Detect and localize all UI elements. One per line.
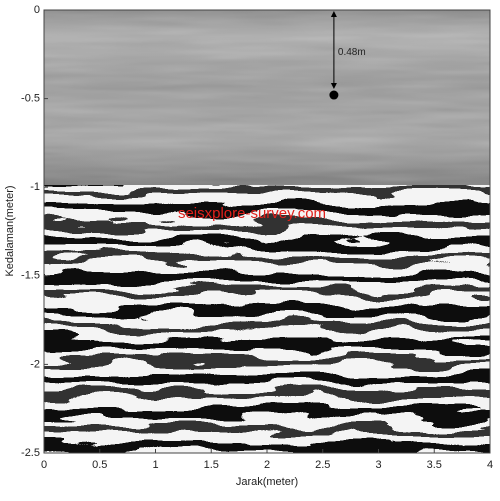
x-tick-label: 2.5 (315, 459, 330, 471)
x-tick-label: 4 (487, 459, 493, 471)
y-tick-label: -1.5 (21, 270, 40, 282)
x-tick-label: 1 (152, 459, 158, 471)
y-axis-label: Kedalaman(meter) (4, 185, 16, 276)
x-tick-label: 3.5 (427, 459, 442, 471)
y-tick-label: -1 (30, 181, 40, 193)
y-tick-label: 0 (34, 4, 40, 16)
x-tick-label: 3 (375, 459, 381, 471)
x-tick-label: 1.5 (204, 459, 219, 471)
y-tick-label: -2.5 (21, 447, 40, 459)
x-axis-label: Jarak(meter) (236, 476, 298, 488)
target-point (329, 90, 339, 100)
y-tick-label: -2 (30, 358, 40, 370)
watermark: seisxplore-survey.com (178, 205, 326, 222)
x-tick-label: 0.5 (92, 459, 107, 471)
arrow-head (330, 83, 337, 90)
y-tick-label: -0.5 (21, 93, 40, 105)
arrow-head (330, 11, 337, 17)
x-tick-label: 2 (264, 459, 270, 471)
x-tick-label: 0 (41, 459, 47, 471)
annotation: 0.48m (338, 47, 366, 58)
radargram-image (44, 10, 490, 453)
